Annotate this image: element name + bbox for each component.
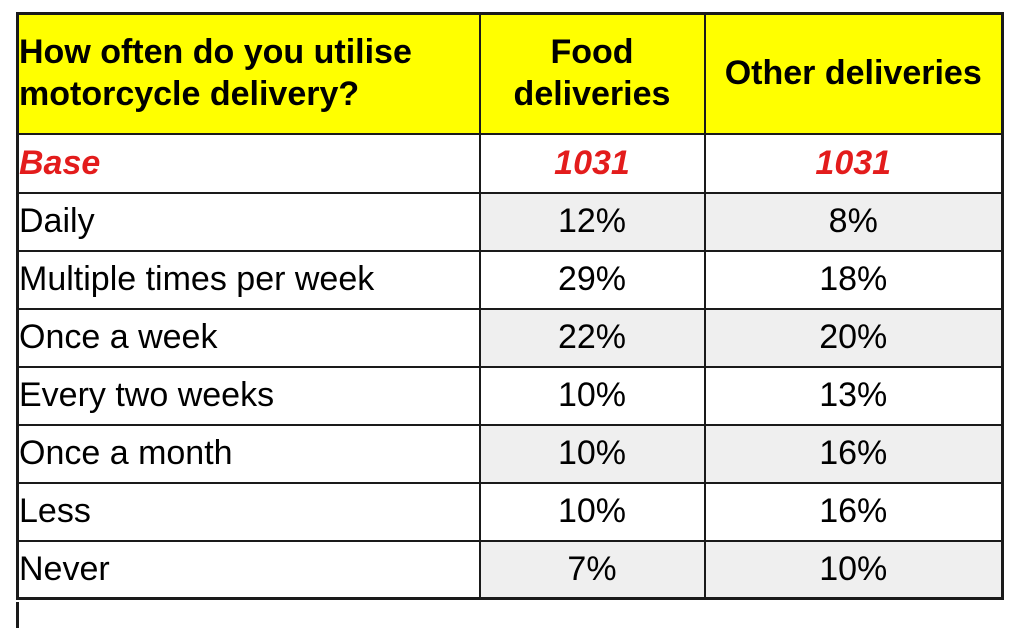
food-value-cell: 10% <box>478 423 706 484</box>
food-value-cell: 22% <box>478 307 706 368</box>
base-value-other: 1031 <box>703 132 1004 194</box>
row-label: Less <box>16 481 481 542</box>
food-value-cell: 7% <box>478 539 706 600</box>
table-row-multiple-times-per-week: Multiple times per week 29% 18% <box>16 249 1004 310</box>
question-header-cell: How often do you utilise motorcycle deli… <box>16 12 481 135</box>
other-value-cell: 8% <box>703 191 1004 252</box>
base-row-label: Base <box>16 132 481 194</box>
table-row-once-a-week: Once a week 22% 20% <box>16 307 1004 368</box>
table-row-every-two-weeks: Every two weeks 10% 13% <box>16 365 1004 426</box>
row-label: Multiple times per week <box>16 249 481 310</box>
food-value-cell: 10% <box>478 481 706 542</box>
food-value-cell: 12% <box>478 191 706 252</box>
row-label: Once a month <box>16 423 481 484</box>
row-label: Never <box>16 539 481 600</box>
other-value-cell: 10% <box>703 539 1004 600</box>
other-value-cell: 13% <box>703 365 1004 426</box>
row-label: Daily <box>16 191 481 252</box>
food-value-cell: 29% <box>478 249 706 310</box>
table-row-daily: Daily 12% 8% <box>16 191 1004 252</box>
table-header-row: How often do you utilise motorcycle deli… <box>16 12 1004 135</box>
base-row: Base 1031 1031 <box>16 132 1004 194</box>
table-row-less: Less 10% 16% <box>16 481 1004 542</box>
table-row-once-a-month: Once a month 10% 16% <box>16 423 1004 484</box>
table-row-never: Never 7% 10% <box>16 539 1004 600</box>
row-label: Every two weeks <box>16 365 481 426</box>
other-value-cell: 18% <box>703 249 1004 310</box>
row-label: Once a week <box>16 307 481 368</box>
other-value-cell: 16% <box>703 423 1004 484</box>
other-value-cell: 20% <box>703 307 1004 368</box>
base-value-food: 1031 <box>478 132 706 194</box>
other-deliveries-header-cell: Other deliveries <box>703 12 1004 135</box>
survey-frequency-table: How often do you utilise motorcycle deli… <box>16 12 1004 600</box>
food-value-cell: 10% <box>478 365 706 426</box>
food-deliveries-header-cell: Food deliveries <box>478 12 706 135</box>
partial-next-row-left-border <box>16 602 19 628</box>
other-value-cell: 16% <box>703 481 1004 542</box>
